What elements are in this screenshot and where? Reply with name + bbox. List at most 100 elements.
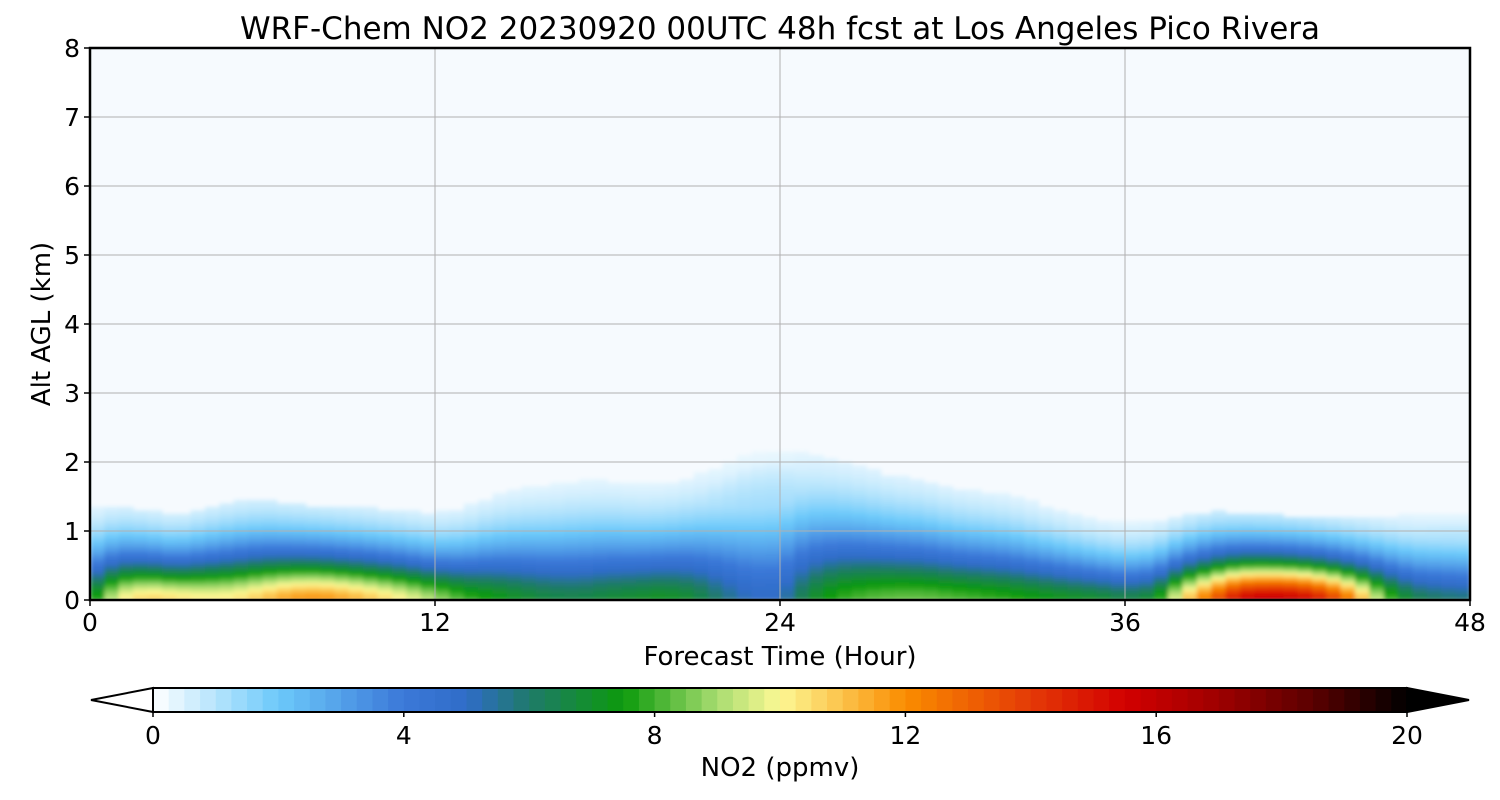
colorbar-segment — [1187, 688, 1204, 712]
colorbar-segment — [623, 688, 640, 712]
colorbar-segment — [435, 688, 452, 712]
colorbar-segment — [278, 688, 295, 712]
colorbar-segment — [1218, 688, 1236, 712]
colorbar-segment — [231, 688, 248, 712]
colorbar-segment — [1375, 688, 1392, 712]
colorbar-segment — [1359, 688, 1377, 712]
colorbar-segment — [1297, 688, 1314, 712]
colorbar-segment — [1250, 688, 1267, 712]
colorbar-segment — [325, 688, 342, 712]
colorbar-segment — [309, 688, 326, 712]
colorbar-segment — [905, 688, 922, 712]
y-tick-label: 3 — [64, 379, 80, 408]
colorbar-segment — [372, 688, 389, 712]
colorbar-segment — [1312, 688, 1330, 712]
colorbar-segment — [1077, 688, 1094, 712]
colorbar-over-arrow — [1406, 686, 1470, 714]
colorbar-segment — [419, 688, 436, 712]
colorbar: 0 4 8 12 16 20 NO2 (ppmv) — [90, 686, 1470, 783]
colorbar-segment — [827, 688, 844, 712]
colorbar-segment — [1062, 688, 1079, 712]
colorbar-segment — [780, 688, 797, 712]
colorbar-segment — [466, 688, 483, 712]
colorbar-segment — [591, 688, 609, 712]
colorbar-segment — [952, 688, 969, 712]
colorbar-segment — [685, 688, 703, 712]
colorbar-segment — [482, 688, 499, 712]
y-tick-label: 5 — [64, 241, 80, 270]
y-tick-label: 7 — [64, 103, 80, 132]
colorbar-segment — [215, 688, 232, 712]
no2-concentration-field — [90, 451, 1470, 600]
colorbar-segment — [732, 688, 750, 712]
colorbar-segments — [153, 688, 1408, 712]
colorbar-ticks: 0 4 8 12 16 20 — [145, 712, 1423, 750]
y-axis-label: Alt AGL (km) — [27, 242, 57, 406]
colorbar-segment — [1030, 688, 1047, 712]
y-axis-ticks: 0 1 2 3 4 5 6 7 8 — [64, 34, 90, 615]
x-tick-label: 0 — [82, 608, 98, 637]
colorbar-segment — [1156, 688, 1173, 712]
y-tick-label: 4 — [64, 310, 80, 339]
colorbar-segment — [1203, 688, 1220, 712]
colorbar-segment — [1046, 688, 1063, 712]
colorbar-segment — [560, 688, 577, 712]
x-tick-label: 24 — [764, 608, 796, 637]
colorbar-segment — [748, 688, 765, 712]
colorbar-tick-label: 12 — [889, 721, 921, 750]
colorbar-segment — [403, 688, 420, 712]
colorbar-segment — [1109, 688, 1126, 712]
x-tick-label: 36 — [1109, 608, 1141, 637]
colorbar-segment — [1171, 688, 1189, 712]
colorbar-segment — [184, 688, 201, 712]
x-tick-label: 48 — [1454, 608, 1486, 637]
colorbar-segment — [341, 688, 358, 712]
colorbar-label: NO2 (ppmv) — [701, 753, 860, 783]
colorbar-segment — [764, 688, 781, 712]
colorbar-tick-label: 4 — [396, 721, 412, 750]
colorbar-segment — [388, 688, 405, 712]
colorbar-tick-label: 16 — [1140, 721, 1172, 750]
colorbar-segment — [1140, 688, 1157, 712]
colorbar-tick-label: 20 — [1391, 721, 1423, 750]
colorbar-segment — [513, 688, 530, 712]
colorbar-segment — [811, 688, 828, 712]
colorbar-segment — [450, 688, 467, 712]
colorbar-segment — [701, 688, 718, 712]
colorbar-segment — [607, 688, 624, 712]
grid-lines — [90, 48, 1470, 600]
colorbar-segment — [670, 688, 687, 712]
colorbar-segment — [654, 688, 671, 712]
chart-title: WRF-Chem NO2 20230920 00UTC 48h fcst at … — [240, 11, 1320, 47]
x-axis-label: Forecast Time (Hour) — [643, 642, 916, 672]
colorbar-segment — [921, 688, 938, 712]
colorbar-segment — [153, 688, 170, 712]
colorbar-segment — [1281, 688, 1298, 712]
colorbar-segment — [200, 688, 217, 712]
colorbar-segment — [717, 688, 734, 712]
colorbar-segment — [1015, 688, 1032, 712]
colorbar-segment — [999, 688, 1016, 712]
colorbar-segment — [1265, 688, 1283, 712]
colorbar-segment — [544, 688, 562, 712]
colorbar-segment — [247, 688, 264, 712]
x-axis-ticks: 0 12 24 36 48 — [82, 600, 1486, 637]
colorbar-segment — [1234, 688, 1251, 712]
x-tick-label: 12 — [419, 608, 451, 637]
colorbar-frame — [152, 687, 1408, 713]
colorbar-segment — [1391, 688, 1408, 712]
colorbar-segment — [497, 688, 515, 712]
colorbar-segment — [936, 688, 953, 712]
colorbar-segment — [1344, 688, 1361, 712]
colorbar-segment — [529, 688, 546, 712]
y-tick-label: 1 — [64, 517, 80, 546]
colorbar-segment — [576, 688, 593, 712]
y-tick-label: 8 — [64, 34, 80, 63]
y-tick-label: 2 — [64, 448, 80, 477]
colorbar-segment — [294, 688, 311, 712]
colorbar-segment — [356, 688, 373, 712]
colorbar-tick-label: 0 — [145, 721, 161, 750]
colorbar-segment — [889, 688, 906, 712]
colorbar-segment — [968, 688, 985, 712]
